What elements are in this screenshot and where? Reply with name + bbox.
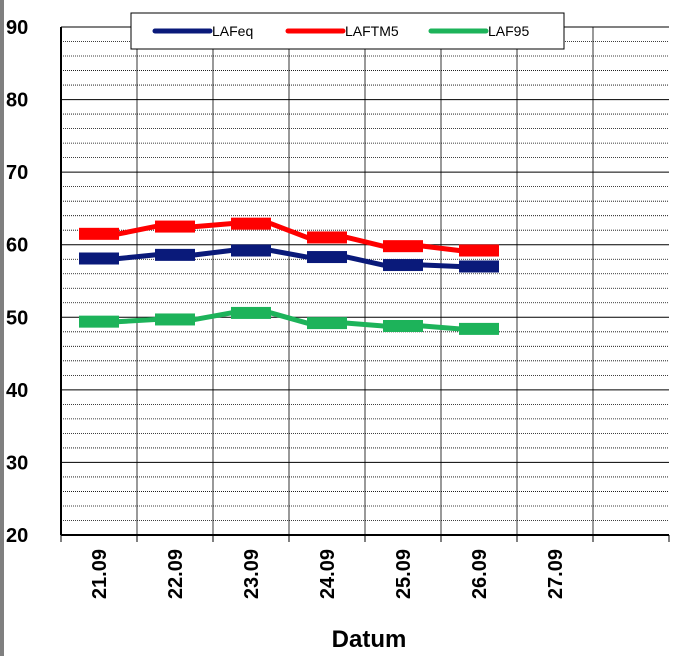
data-point-lafeq <box>79 252 119 265</box>
x-tick-label: 26.09 <box>469 549 491 599</box>
x-tick-label: 27.09 <box>545 549 567 599</box>
y-tick-label: 70 <box>6 162 28 184</box>
data-point-lafeq <box>307 251 347 264</box>
data-point-laf95 <box>307 317 347 330</box>
data-point-laftm5 <box>459 244 499 257</box>
legend-label-laf95: LAF95 <box>488 23 529 39</box>
data-point-laf95 <box>231 306 271 319</box>
data-point-laftm5 <box>79 227 119 240</box>
data-point-laf95 <box>79 315 119 328</box>
legend: LAFeq LAFTM5 LAF95 <box>130 12 565 50</box>
x-tick-label: 22.09 <box>165 549 187 599</box>
y-tick-label: 20 <box>6 525 28 547</box>
x-tick-label: 25.09 <box>393 549 415 599</box>
data-point-laf95 <box>459 322 499 335</box>
x-tick-label: 21.09 <box>89 549 111 599</box>
x-tick-labels: 21.09 22.09 23.09 24.09 25.09 26.09 27.09 <box>89 549 567 599</box>
series-line-lafeq <box>79 248 499 269</box>
y-tick-label: 50 <box>6 307 28 329</box>
legend-label-lafeq: LAFeq <box>212 23 253 39</box>
left-frame-bar <box>0 0 4 656</box>
data-point-laftm5 <box>231 217 271 230</box>
data-point-lafeq <box>383 259 423 272</box>
x-tick-label: 24.09 <box>317 549 339 599</box>
data-point-lafeq <box>231 244 271 257</box>
series-line-laf95 <box>79 310 499 332</box>
series <box>79 217 499 335</box>
y-tick-label: 80 <box>6 90 28 112</box>
data-point-laf95 <box>155 313 195 326</box>
legend-label-laftm5: LAFTM5 <box>345 23 399 39</box>
data-point-lafeq <box>459 260 499 273</box>
y-tick-label: 30 <box>6 452 28 474</box>
data-point-laftm5 <box>307 231 347 244</box>
data-point-laftm5 <box>383 240 423 253</box>
y-tick-label: 40 <box>6 380 28 402</box>
y-tick-label: 90 <box>6 17 28 39</box>
x-tick-label: 23.09 <box>241 549 263 599</box>
axes <box>60 27 670 542</box>
y-tick-labels: 20 30 40 50 60 70 80 90 <box>6 17 28 547</box>
y-tick-label: 60 <box>6 235 28 257</box>
data-point-laf95 <box>383 319 423 332</box>
data-point-laftm5 <box>155 220 195 233</box>
series-line-laftm5 <box>79 221 499 254</box>
x-axis-title: Datum <box>332 626 407 653</box>
data-point-lafeq <box>155 248 195 261</box>
grid <box>61 26 669 535</box>
